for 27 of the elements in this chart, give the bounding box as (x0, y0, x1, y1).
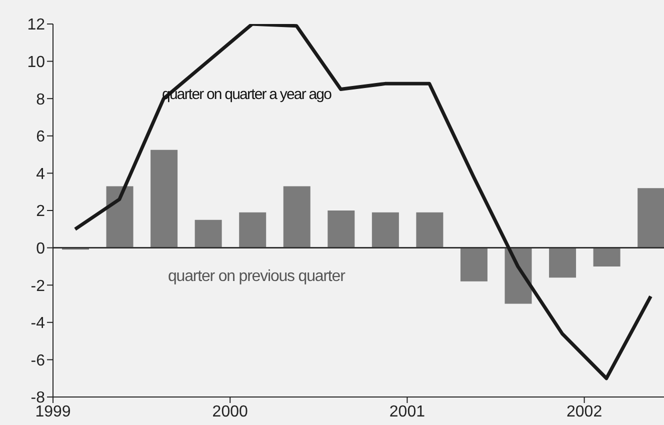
line-series (73, 24, 652, 380)
bar (593, 248, 620, 266)
x-tick-label: 2002 (566, 403, 602, 420)
y-tick-label: 2 (36, 203, 46, 220)
bar (106, 186, 134, 248)
x-tick-label: 2001 (389, 403, 426, 420)
bar (328, 210, 355, 248)
y-tick-label: 12 (27, 16, 46, 34)
y-tick-label: -4 (30, 315, 46, 332)
y-tick-label: -6 (30, 352, 46, 370)
y-tick-label: 0 (36, 240, 46, 258)
bar (416, 212, 444, 248)
bar (150, 150, 178, 248)
y-tick-label: 4 (36, 166, 46, 183)
bar (194, 220, 222, 248)
series-label: quarter on previous quarter (168, 268, 345, 286)
bar (239, 212, 266, 248)
bar (372, 212, 399, 248)
bar (549, 248, 576, 278)
y-tick-label: 6 (36, 128, 46, 146)
bar (460, 248, 488, 282)
y-tick-label: -2 (30, 278, 46, 295)
bar (283, 186, 310, 248)
y-tick-label: 10 (27, 54, 46, 71)
bar (638, 188, 664, 248)
y-tick-label: 8 (36, 91, 46, 108)
x-tick-label: 2000 (212, 403, 248, 420)
